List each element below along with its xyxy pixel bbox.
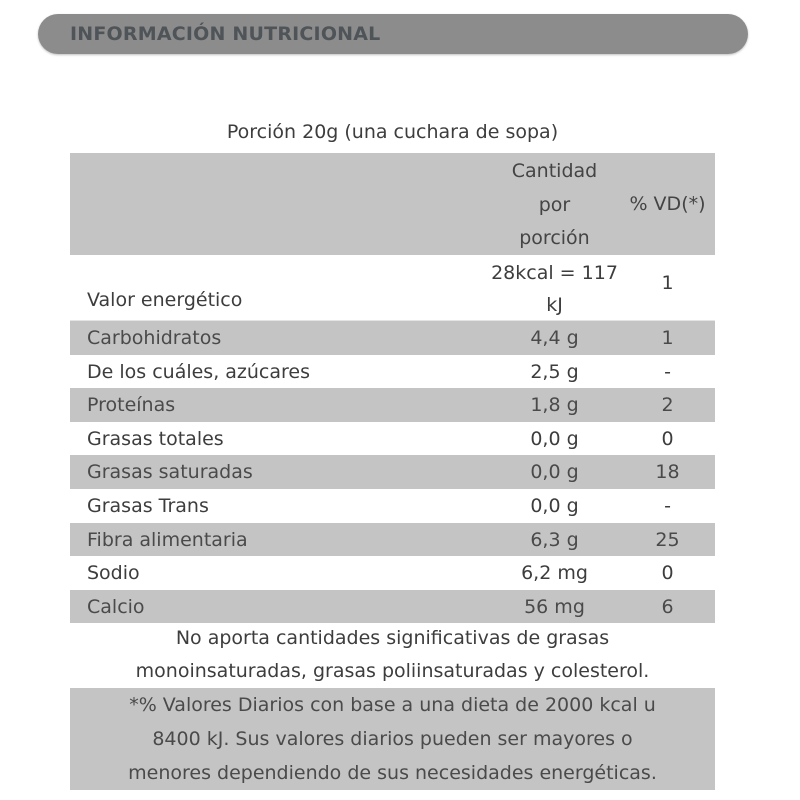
row-amount: 28kcal = 117 kJ — [482, 257, 627, 321]
row-label: Sodio — [87, 562, 140, 585]
row-amount: 6,2 mg — [521, 562, 588, 585]
row-dv: 2 — [661, 394, 674, 417]
row-dv: 0 — [661, 562, 674, 585]
nutrition-table: Cantidad por porción % VD(*) Valor energ… — [70, 153, 715, 624]
row-amount: 4,4 g — [530, 327, 579, 349]
energy-amount-line: 28kcal = 117 — [491, 262, 618, 284]
row-label: Grasas Trans — [87, 494, 209, 517]
footnote-line: menores dependiendo de sus necesidades e… — [128, 762, 657, 784]
table-row: Carbohidratos 4,4 g 1 — [70, 321, 715, 355]
row-dv: 1 — [661, 327, 674, 349]
amount-header-line: Cantidad — [511, 160, 598, 182]
row-amount: 0,0 g — [530, 461, 579, 484]
table-row: Grasas saturadas 0,0 g 18 — [70, 455, 715, 489]
row-label: Carbohidratos — [87, 327, 222, 349]
row-dv: 18 — [655, 461, 680, 484]
row-label: Calcio — [87, 595, 145, 618]
daily-values-footnote: *% Valores Diarios con base a una dieta … — [70, 688, 715, 790]
row-amount: 0,0 g — [530, 427, 579, 450]
row-amount: 0,0 g — [530, 494, 579, 517]
table-row: Proteínas 1,8 g 2 — [70, 388, 715, 422]
table-header: Cantidad por porción % VD(*) — [70, 153, 715, 255]
table-row: Grasas Trans 0,0 g - — [70, 489, 715, 523]
note-line: No aporta cantidades significativas de g… — [175, 627, 610, 649]
row-dv: 25 — [655, 528, 680, 551]
row-label: Valor energético — [87, 289, 243, 311]
amount-header-line: por — [538, 193, 571, 216]
row-dv: 0 — [661, 427, 674, 450]
table-row: Grasas totales 0,0 g 0 — [70, 422, 715, 456]
row-label: Fibra alimentaria — [87, 528, 248, 551]
row-dv: 1 — [661, 272, 674, 294]
row-amount: 6,3 g — [530, 528, 579, 551]
table-row: Fibra alimentaria 6,3 g 25 — [70, 522, 715, 557]
row-dv: - — [664, 360, 671, 383]
row-amount: 56 mg — [524, 595, 585, 618]
footnote-line: *% Valores Diarios con base a una dieta … — [129, 694, 656, 716]
row-dv: - — [664, 494, 671, 517]
dv-column-header: % VD(*) — [629, 193, 706, 215]
footnote-line: 8400 kJ. Sus valores diarios pueden ser … — [152, 728, 633, 750]
amount-header-line: porción — [519, 227, 590, 249]
row-amount: 2,5 g — [530, 360, 579, 383]
energy-amount-line: kJ — [546, 294, 563, 316]
amount-column-header: Cantidad por porción — [482, 155, 627, 256]
row-dv: 6 — [661, 595, 674, 618]
table-row-energy: Valor energético 28kcal = 117 kJ 1 — [70, 255, 715, 321]
row-label: De los cuáles, azúcares — [87, 360, 311, 383]
section-title: INFORMACIÓN NUTRICIONAL — [70, 23, 381, 45]
row-label: Grasas saturadas — [87, 461, 253, 484]
row-amount: 1,8 g — [530, 394, 579, 417]
table-row: De los cuáles, azúcares 2,5 g - — [70, 355, 715, 389]
section-banner: INFORMACIÓN NUTRICIONAL — [38, 14, 748, 54]
row-label: Proteínas — [87, 394, 176, 417]
fat-note: No aporta cantidades significativas de g… — [70, 622, 715, 688]
table-row: Calcio 56 mg 6 — [70, 589, 715, 624]
note-line: monoinsaturadas, grasas poliinsaturadas … — [135, 660, 650, 682]
table-row: Sodio 6,2 mg 0 — [70, 556, 715, 590]
portion-size: Porción 20g (una cuchara de sopa) — [226, 121, 559, 143]
row-label: Grasas totales — [87, 427, 224, 450]
